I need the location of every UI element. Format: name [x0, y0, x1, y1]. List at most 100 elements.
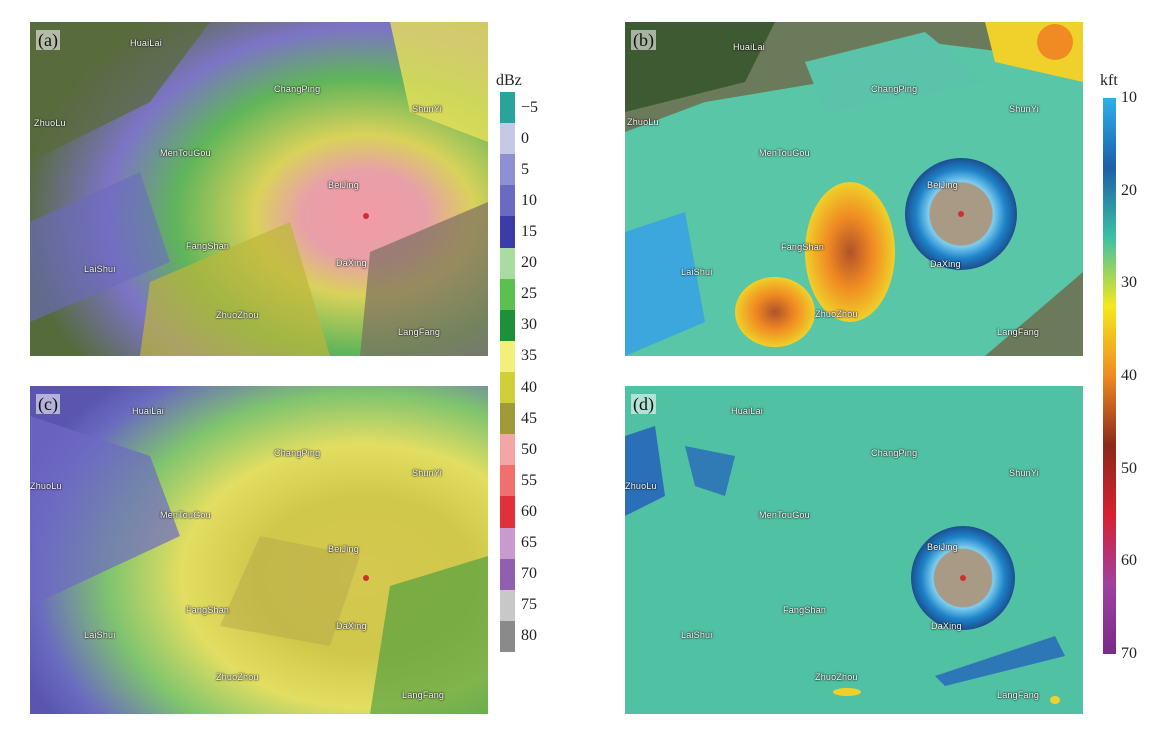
echo-top-image: [625, 22, 1083, 356]
dbz-color-segment: [500, 247, 515, 280]
dbz-tick-label: 75: [521, 596, 537, 614]
city-label: ChangPing: [274, 84, 321, 94]
dbz-tick-label: 60: [521, 503, 537, 520]
city-label: ShunYi: [1009, 104, 1039, 114]
city-label: DaXing: [336, 258, 367, 268]
echo-top-image: [625, 386, 1083, 714]
kft-tick-label: 40: [1121, 367, 1137, 384]
city-label: ChangPing: [871, 84, 918, 94]
city-label: LaiShui: [681, 630, 713, 640]
city-label: LangFang: [398, 327, 441, 337]
kft-tick-label: 30: [1121, 274, 1137, 292]
city-label: MenTouGou: [759, 510, 810, 520]
city-label: ShunYi: [412, 468, 442, 478]
kft-tick-label: 20: [1121, 181, 1137, 199]
dbz-tick-label: 70: [521, 565, 537, 583]
dbz-tick-label: 5: [521, 160, 529, 178]
kft-tick-label: 60: [1121, 552, 1137, 570]
city-label: ZhuoZhou: [216, 672, 259, 682]
city-label: ZhuoZhou: [815, 309, 858, 319]
city-label: FangShan: [186, 605, 230, 615]
city-label: BeiJing: [328, 180, 359, 190]
city-label: ZhuoLu: [627, 117, 659, 127]
dbz-color-segment: [500, 216, 515, 249]
city-label: BeiJing: [328, 544, 359, 554]
city-label: LaiShui: [84, 630, 116, 640]
city-label: DaXing: [931, 621, 962, 631]
dbz-color-segment: [500, 92, 515, 124]
dbz-colorbar: [500, 92, 515, 653]
city-label: HuaiLai: [731, 406, 763, 416]
dbz-color-segment: [500, 434, 515, 466]
dbz-color-segment: [500, 185, 515, 217]
panel-label: (d): [631, 394, 656, 414]
dbz-tick-label: 15: [521, 223, 537, 240]
city-label: LangFang: [402, 690, 445, 700]
city-label: ChangPing: [871, 448, 918, 458]
dbz-color-segment: [500, 403, 515, 435]
kft-colorbar: [1103, 98, 1116, 654]
panel-b-echo-top-map: (b) HuaiLai ChangPing ShunYi ZhuoLu MenT…: [625, 22, 1083, 356]
dbz-color-segment: [500, 496, 515, 529]
city-label: MenTouGou: [160, 148, 211, 158]
city-label: BeiJing: [927, 542, 958, 552]
dbz-color-segment: [500, 465, 515, 497]
city-label: FangShan: [783, 605, 827, 615]
city-label: HuaiLai: [132, 406, 164, 416]
city-label: BeiJing: [927, 180, 958, 190]
panel-a-reflectivity-map: (a) HuaiLai ChangPing ShunYi ZhuoLu MenT…: [30, 22, 488, 356]
city-label: HuaiLai: [733, 42, 765, 52]
city-label: ZhuoZhou: [216, 310, 259, 320]
dbz-tick-label: 30: [521, 316, 537, 334]
dbz-color-segment: [500, 558, 515, 591]
city-label: LaiShui: [84, 264, 116, 274]
city-label: ZhuoLu: [625, 481, 657, 491]
kft-tick-label: 50: [1121, 459, 1137, 477]
dbz-color-segment: [500, 154, 515, 186]
dbz-tick-label: 35: [521, 347, 537, 365]
city-label: ShunYi: [1009, 468, 1039, 478]
city-label: ZhuoLu: [34, 118, 66, 128]
city-label: MenTouGou: [759, 148, 810, 158]
dbz-color-segment: [500, 589, 515, 622]
panel-d-echo-top-map: (d) HuaiLai ChangPing ShunYi ZhuoLu MenT…: [625, 386, 1083, 714]
dbz-tick-label: 10: [521, 191, 537, 209]
panel-label: (a): [36, 30, 60, 50]
radar-reflectivity-image: [30, 22, 488, 356]
city-label: DaXing: [930, 259, 961, 269]
radar-reflectivity-image: [30, 386, 488, 714]
panel-c-reflectivity-map: (c) HuaiLai ChangPing ShunYi ZhuoLu MenT…: [30, 386, 488, 714]
city-label: ZhuoZhou: [815, 672, 858, 682]
dbz-tick-label: 45: [521, 409, 537, 427]
kft-tick-label: 10: [1121, 89, 1137, 106]
city-label: HuaiLai: [130, 38, 162, 48]
city-label: FangShan: [186, 241, 230, 251]
dbz-tick-label: 65: [521, 534, 537, 552]
city-label: LangFang: [997, 690, 1040, 700]
kft-tick-label: 70: [1121, 645, 1137, 662]
dbz-tick-label: 0: [521, 129, 529, 147]
dbz-color-segment: [500, 278, 515, 311]
city-label: ZhuoLu: [30, 481, 62, 491]
panel-label: (b): [631, 30, 656, 50]
dbz-color-segment: [500, 340, 515, 373]
city-label: LangFang: [997, 327, 1040, 337]
city-label: DaXing: [336, 621, 367, 631]
dbz-color-segment: [500, 123, 515, 155]
dbz-tick-label: 50: [521, 440, 537, 458]
kft-unit-label: kft: [1100, 72, 1118, 89]
city-label: FangShan: [781, 242, 825, 252]
city-label: LaiShui: [681, 267, 713, 277]
city-label: ChangPing: [274, 448, 321, 458]
dbz-tick-label: 20: [521, 254, 537, 272]
dbz-color-segment: [500, 527, 515, 560]
dbz-tick-label: 55: [521, 471, 537, 489]
dbz-tick-label: −5: [521, 98, 539, 116]
dbz-tick-label: 40: [521, 378, 537, 396]
dbz-unit-label: dBz: [496, 72, 522, 89]
dbz-tick-label: 25: [521, 285, 537, 303]
panel-label: (c): [36, 394, 60, 414]
dbz-color-segment: [500, 309, 515, 342]
dbz-tick-label: 80: [521, 627, 537, 645]
dbz-color-segment: [500, 620, 515, 653]
